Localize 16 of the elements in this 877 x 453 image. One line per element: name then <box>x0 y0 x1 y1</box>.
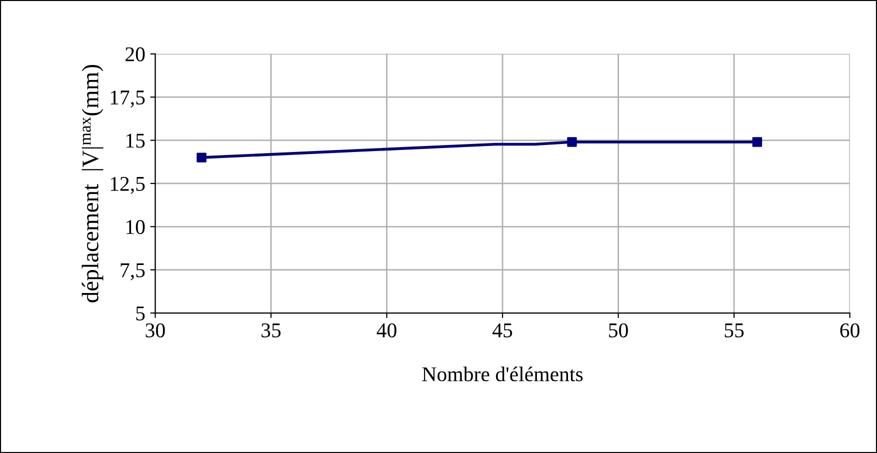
y-tick-label: 20 <box>126 47 145 62</box>
y-tick-label: 15 <box>126 134 145 148</box>
y-tick-label: 12,5 <box>110 176 145 194</box>
x-tick-label: 55 <box>724 324 744 338</box>
x-tick-label: 30 <box>146 323 165 338</box>
y-tick-label: 7,5 <box>120 263 145 280</box>
x-axis-title: Nombre d'éléments <box>422 366 583 382</box>
x-tick-label: 40 <box>376 323 396 338</box>
x-tick-label: 50 <box>609 323 628 338</box>
y-tick-label: 10 <box>126 220 145 234</box>
x-tick-label: 35 <box>262 323 281 338</box>
y-tick-label: 17,5 <box>110 90 145 108</box>
x-tick-label: 60 <box>840 323 860 338</box>
x-tick-label: 45 <box>492 323 512 338</box>
y-tick-label: 5 <box>136 306 145 320</box>
y-axis-title: déplacement |V|$^{max}$(mm) <box>82 64 104 302</box>
